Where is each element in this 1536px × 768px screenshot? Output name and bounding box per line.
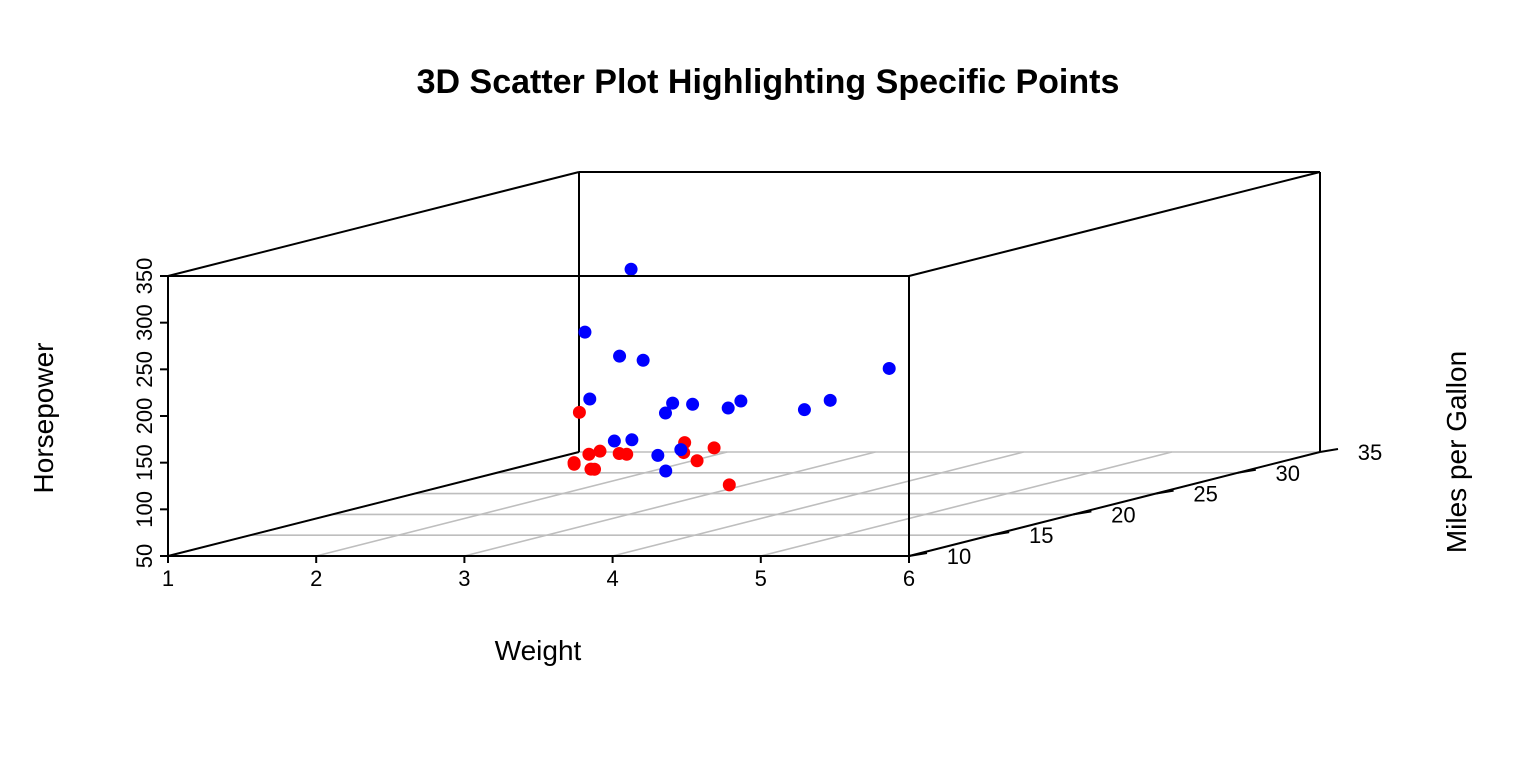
z-tick-label: 350 [132,258,157,295]
y-axis-label: Miles per Gallon [1441,351,1472,553]
x-tick-label: 4 [606,566,618,591]
box-edge-top-right-depth [908,171,1321,277]
front-box-edges [167,275,1321,557]
y-tick-mark [1319,448,1339,453]
y-tick-label: 35 [1358,440,1382,465]
y-tick-label: 15 [1029,523,1053,548]
data-points [567,262,896,492]
back-box-edges [167,171,1321,452]
data-point [658,406,672,420]
x-tick-label: 1 [162,566,174,591]
axis-ticks: 1 2 3 4 5 6 50 100 150 200 250 300 350 10 15 20 25 30 35 [132,258,1382,591]
data-point [734,394,748,408]
y-tick-label: 25 [1193,482,1217,507]
y-tick-mark [991,531,1010,537]
data-point [624,262,638,276]
data-point [578,325,592,339]
y-tick-label: 20 [1111,502,1135,527]
grid-line-x [760,451,1172,557]
x-tick-label: 3 [458,566,470,591]
data-point [612,447,626,461]
x-tick-label: 6 [903,566,915,591]
box-edge-top-left-depth [167,171,580,277]
y-tick-mark [1155,489,1174,495]
box-edge-floor-left [167,451,580,557]
data-point [666,396,680,410]
data-point [613,349,627,363]
data-point [721,401,735,415]
data-point [674,443,688,457]
grid-line-x [612,451,1024,557]
y-tick-mark [1237,468,1256,474]
data-point [690,454,704,468]
z-tick-label: 50 [132,544,157,568]
data-point [659,464,673,478]
y-tick-label: 10 [947,544,971,569]
z-tick-label: 250 [132,351,157,388]
data-point [651,448,665,462]
data-point [823,393,837,407]
data-point [567,457,581,471]
y-tick-mark [908,552,928,557]
z-tick-label: 100 [132,491,157,528]
x-tick-label: 2 [310,566,322,591]
y-tick-label: 30 [1276,461,1300,486]
data-point [583,392,597,406]
data-point [722,478,736,492]
grid-line-x [316,451,728,557]
data-point [582,447,596,461]
grid-line-x [464,451,876,557]
data-point [593,444,607,458]
data-point [797,403,811,417]
z-tick-label: 150 [132,444,157,481]
data-point [572,405,586,419]
data-point [882,361,896,375]
z-axis-label: Horsepower [28,343,59,494]
x-axis-label: Weight [495,635,582,666]
data-point [707,441,721,455]
box-edge-floor-right [908,451,1321,557]
x-tick-label: 5 [755,566,767,591]
data-point [584,462,598,476]
data-point [625,433,639,447]
y-tick-mark [1073,510,1092,516]
z-tick-label: 300 [132,304,157,341]
z-tick-label: 200 [132,398,157,435]
floor-grid [167,451,1321,557]
data-point [636,353,650,367]
data-point [607,434,621,448]
data-point [686,397,700,411]
chart-title: 3D Scatter Plot Highlighting Specific Po… [417,63,1120,101]
